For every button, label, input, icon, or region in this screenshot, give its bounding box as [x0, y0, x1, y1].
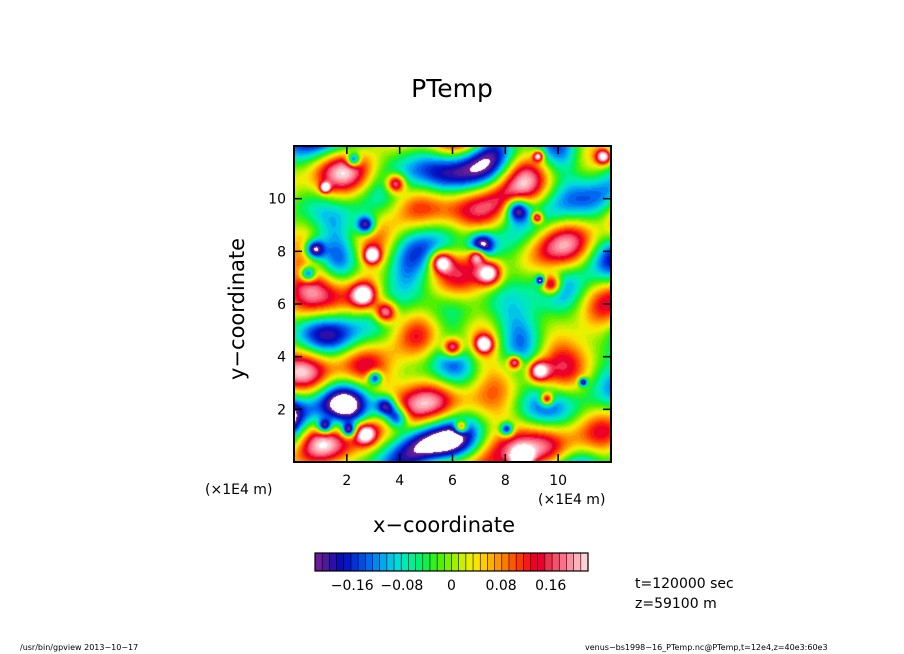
colorbar-swatch — [487, 553, 496, 571]
y-axis-label: y−coordinate — [225, 237, 249, 380]
colorbar-tick-label: 0.16 — [535, 578, 566, 594]
colorbar-tick-label: 0.08 — [486, 578, 517, 594]
colorbar-swatch — [372, 553, 381, 571]
footer-program-info: /usr/bin/gpview 2013−10−17 — [20, 643, 139, 652]
x-axis-unit: (×1E4 m) — [538, 492, 606, 508]
colorbar-swatch — [336, 553, 345, 571]
y-axis: 2 4 6 8 10 — [268, 192, 611, 418]
colorbar: −0.16 −0.08 0 0.08 0.16 — [314, 552, 589, 594]
y-tick-label: 4 — [277, 350, 286, 366]
colorbar-swatch — [580, 553, 589, 571]
colorbar-swatch — [465, 553, 474, 571]
x-tick-label: 4 — [395, 473, 404, 489]
colorbar-swatch — [516, 553, 524, 571]
colorbar-swatch — [508, 553, 517, 571]
y-tick-label: 10 — [268, 192, 286, 208]
colorbar-swatch — [566, 553, 575, 571]
colorbar-swatch — [559, 553, 568, 571]
colorbar-swatch — [350, 553, 359, 571]
colorbar-frame — [314, 552, 589, 572]
colorbar-swatch — [429, 553, 438, 571]
colorbar-swatch — [386, 553, 395, 571]
y-axis-unit: (×1E4 m) — [205, 482, 273, 498]
colorbar-swatch — [458, 553, 467, 571]
colorbar-tick-label: −0.16 — [331, 578, 374, 594]
colorbar-swatch — [552, 553, 560, 571]
colorbar-swatch — [408, 553, 417, 571]
colorbar-swatch — [480, 553, 489, 571]
colorbar-swatch — [401, 553, 409, 571]
colorbar-swatch — [394, 553, 402, 571]
colorbar-tick-label: 0 — [447, 578, 456, 594]
x-tick-label: 6 — [448, 473, 457, 489]
colorbar-swatch — [451, 553, 460, 571]
colorbar-swatch — [343, 553, 352, 571]
height-annotation: z=59100 m — [635, 596, 717, 612]
chart-title: PTemp — [411, 74, 493, 103]
colorbar-swatch — [523, 553, 532, 571]
x-axis-label: x−coordinate — [373, 513, 516, 537]
colorbar-swatch — [494, 553, 503, 571]
colorbar-swatch — [365, 553, 374, 571]
colorbar-swatch — [530, 553, 539, 571]
colorbar-swatch — [379, 553, 388, 571]
colorbar-swatch — [315, 553, 323, 571]
colorbar-swatch — [573, 553, 582, 571]
y-tick-label: 8 — [277, 244, 286, 260]
footer-file-info: venus−bs1998−16_PTemp.nc@PTemp,t=12e4,z=… — [585, 643, 828, 652]
colorbar-swatch — [501, 553, 510, 571]
x-tick-label: 2 — [342, 473, 351, 489]
colorbar-swatch — [322, 553, 330, 571]
y-tick-label: 6 — [277, 297, 286, 313]
heatmap-field — [294, 146, 611, 462]
x-tick-label: 10 — [549, 473, 567, 489]
x-axis: 2 4 6 8 10 — [342, 146, 567, 489]
colorbar-tick-label: −0.08 — [380, 578, 423, 594]
colorbar-swatch — [473, 553, 481, 571]
colorbar-swatch — [358, 553, 366, 571]
y-tick-label: 2 — [277, 402, 286, 418]
colorbar-swatch — [415, 553, 424, 571]
x-tick-label: 8 — [501, 473, 510, 489]
colorbar-swatch — [544, 553, 553, 571]
time-annotation: t=120000 sec — [635, 576, 734, 592]
colorbar-swatch — [444, 553, 453, 571]
colorbar-swatch — [329, 553, 338, 571]
colorbar-swatch — [537, 553, 546, 571]
colorbar-swatch — [422, 553, 431, 571]
colorbar-swatch — [437, 553, 445, 571]
